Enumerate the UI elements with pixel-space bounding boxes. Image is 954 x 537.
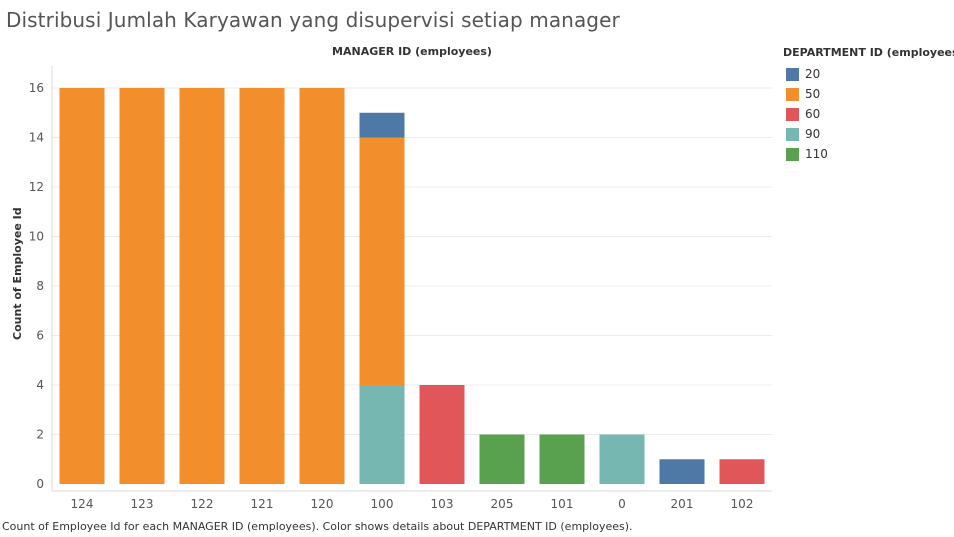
bar-segment [359, 112, 405, 138]
y-tick-label: 12 [29, 180, 44, 194]
legend-items: 20 50 60 90 110 [783, 64, 954, 164]
bar-segment [599, 434, 645, 484]
legend-swatch [786, 67, 799, 81]
y-tick-label: 0 [36, 477, 44, 491]
y-tick-label: 14 [29, 131, 44, 145]
x-tick-label: 0 [618, 497, 626, 511]
y-tick-label: 8 [36, 279, 44, 293]
x-tick-label: 201 [671, 497, 694, 511]
y-tick-label: 6 [36, 329, 44, 343]
x-axis-title: MANAGER ID (employees) [332, 45, 492, 58]
chart-title: Distribusi Jumlah Karyawan yang disuperv… [6, 8, 620, 32]
x-tick-label: 122 [191, 497, 214, 511]
bar-segment [419, 385, 465, 484]
legend-label: 110 [805, 147, 828, 161]
bar-segment [719, 459, 765, 484]
legend-swatch [786, 87, 799, 101]
x-tick-label: 120 [311, 497, 334, 511]
bar-segment [539, 434, 585, 484]
legend-item[interactable]: 60 [783, 104, 954, 124]
x-tick-label: 123 [131, 497, 154, 511]
bar-segment [119, 88, 165, 484]
legend-item[interactable]: 50 [783, 84, 954, 104]
y-tick-label: 16 [29, 81, 44, 95]
bar-segment [359, 385, 405, 484]
x-tick-label: 100 [371, 497, 394, 511]
legend-swatch [786, 107, 799, 121]
x-tick-label: 121 [251, 497, 274, 511]
y-tick-label: 10 [29, 230, 44, 244]
chart-caption: Count of Employee Id for each MANAGER ID… [2, 520, 633, 533]
legend-item[interactable]: 90 [783, 124, 954, 144]
legend-label: 20 [805, 67, 821, 81]
legend-item[interactable]: 110 [783, 144, 954, 164]
bar-segment [479, 434, 525, 484]
legend-label: 50 [805, 87, 821, 101]
bar-segment [299, 88, 345, 484]
x-tick-label: 124 [71, 497, 94, 511]
bar-segment [239, 88, 285, 484]
legend-swatch [786, 127, 799, 141]
x-tick-label: 101 [551, 497, 574, 511]
legend-item[interactable]: 20 [783, 64, 954, 84]
bar-segment [359, 137, 405, 385]
y-tick-label: 2 [36, 428, 44, 442]
y-tick-label: 4 [36, 378, 44, 392]
x-tick-label: 103 [431, 497, 454, 511]
bar-segment [659, 459, 705, 484]
bar-segment [59, 88, 105, 484]
bar-segment [179, 88, 225, 484]
legend-label: 60 [805, 107, 821, 121]
legend-label: 90 [805, 127, 821, 141]
legend-swatch [786, 147, 799, 161]
x-tick-label: 205 [491, 497, 514, 511]
legend-title: DEPARTMENT ID (employees) [783, 46, 954, 59]
legend: DEPARTMENT ID (employees) 20 50 60 90 110 [783, 46, 954, 164]
x-tick-label: 102 [731, 497, 754, 511]
